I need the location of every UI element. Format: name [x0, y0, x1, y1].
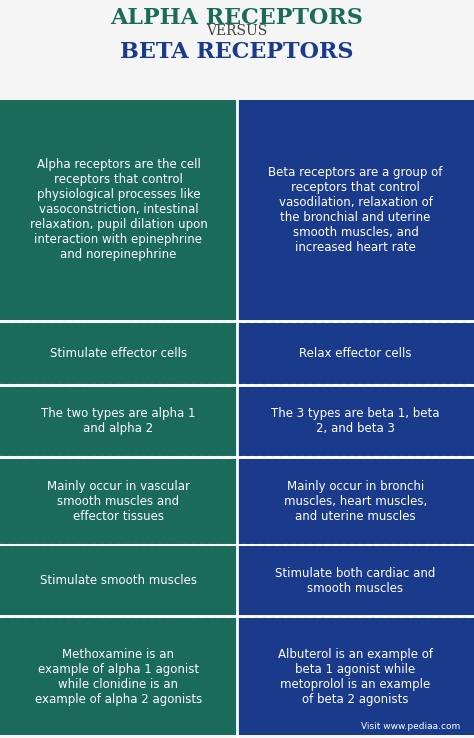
Text: Albuterol is an example of
beta 1 agonist while
metoprolol is an example
of beta: Albuterol is an example of beta 1 agonis…: [278, 648, 433, 706]
Text: Mainly occur in bronchi
muscles, heart muscles,
and uterine muscles: Mainly occur in bronchi muscles, heart m…: [284, 480, 427, 523]
Text: VERSUS: VERSUS: [206, 24, 268, 38]
Text: The two types are alpha 1
and alpha 2: The two types are alpha 1 and alpha 2: [41, 407, 196, 435]
Bar: [237, 546, 474, 615]
Text: Stimulate smooth muscles: Stimulate smooth muscles: [40, 574, 197, 587]
Text: Stimulate effector cells: Stimulate effector cells: [50, 347, 187, 360]
Text: Stimulate both cardiac and
smooth muscles: Stimulate both cardiac and smooth muscle…: [275, 567, 436, 595]
Bar: [237, 459, 474, 543]
Bar: [0, 618, 237, 735]
Text: ALPHA RECEPTORS: ALPHA RECEPTORS: [110, 7, 364, 30]
Bar: [237, 323, 474, 384]
Bar: [237, 100, 474, 320]
Text: Alpha receptors are the cell
receptors that control
physiological processes like: Alpha receptors are the cell receptors t…: [29, 159, 207, 261]
Bar: [237, 387, 474, 456]
Bar: [0, 546, 237, 615]
Bar: [0, 100, 237, 320]
Bar: [237, 618, 474, 735]
Bar: [0, 387, 237, 456]
Text: Methoxamine is an
example of alpha 1 agonist
while clonidine is an
example of al: Methoxamine is an example of alpha 1 ago…: [35, 648, 202, 706]
Text: Relax effector cells: Relax effector cells: [299, 347, 412, 360]
Text: Mainly occur in vascular
smooth muscles and
effector tissues: Mainly occur in vascular smooth muscles …: [47, 480, 190, 523]
Text: BETA RECEPTORS: BETA RECEPTORS: [120, 41, 354, 63]
Bar: [0, 459, 237, 543]
Text: The 3 types are beta 1, beta
2, and beta 3: The 3 types are beta 1, beta 2, and beta…: [271, 407, 440, 435]
Text: Beta receptors are a group of
receptors that control
vasodilation, relaxation of: Beta receptors are a group of receptors …: [268, 166, 443, 254]
Text: Visit www.pediaa.com: Visit www.pediaa.com: [361, 722, 460, 731]
Bar: [0, 323, 237, 384]
